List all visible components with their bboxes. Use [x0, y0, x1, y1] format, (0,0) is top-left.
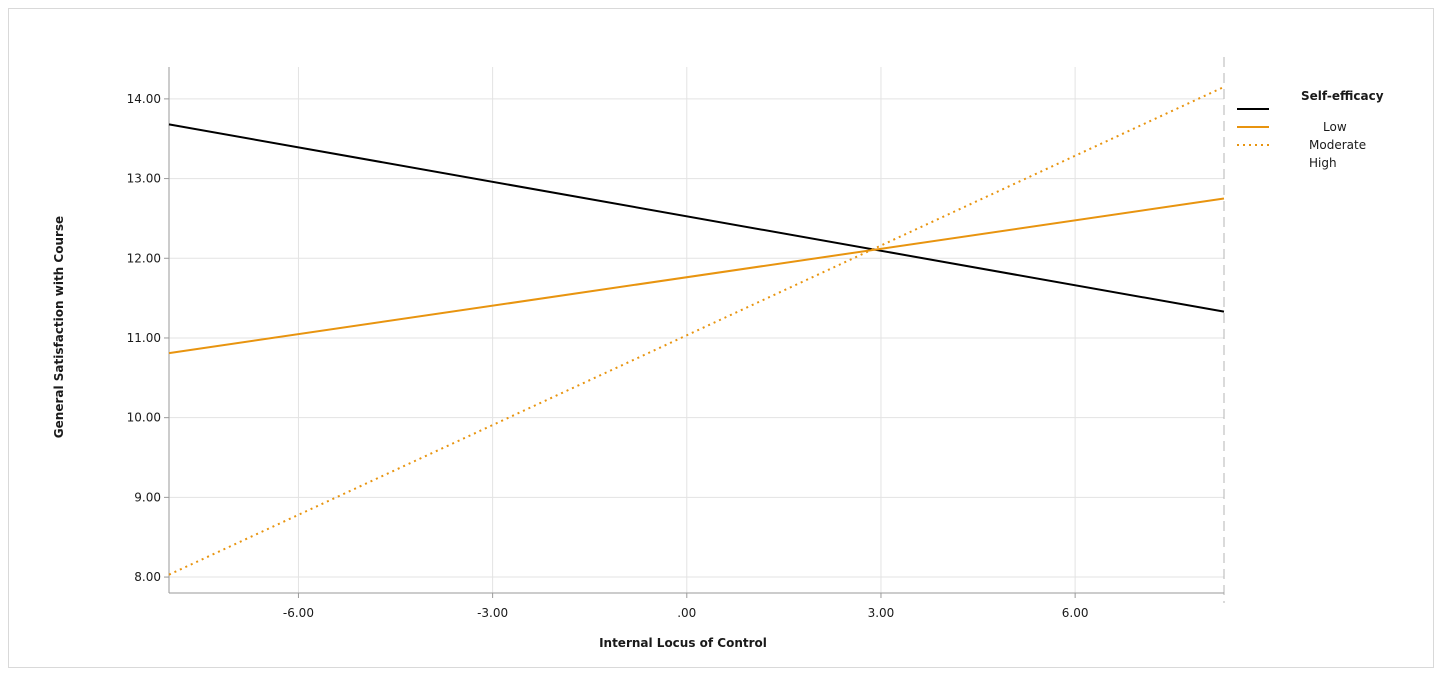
x-tick-label: 6.00	[1062, 606, 1089, 620]
legend-label-moderate: Moderate	[1309, 138, 1366, 152]
grid-layer	[169, 67, 1224, 593]
y-tick-label: 14.00	[127, 92, 161, 106]
x-tick-label: -3.00	[477, 606, 508, 620]
series-layer	[168, 86, 1225, 576]
legend-label-low: Low	[1323, 120, 1347, 134]
y-tick-label: 13.00	[127, 172, 161, 186]
legend-label-high: High	[1309, 156, 1337, 170]
interaction-line-chart: 8.00 9.00 10.00 11.00 12.00 13.00 14.00 -6.00 -3…	[52, 57, 1384, 650]
x-axis-title: Internal Locus of Control	[599, 636, 767, 650]
x-tick-label: .00	[677, 606, 696, 620]
chart-frame: 8.00 9.00 10.00 11.00 12.00 13.00 14.00 -6.00 -3…	[8, 8, 1434, 668]
y-tick-label: 11.00	[127, 331, 161, 345]
tick-label-layer: 8.00 9.00 10.00 11.00 12.00 13.00 14.00 -6.00 -3…	[127, 92, 1089, 620]
y-tick-label: 8.00	[134, 570, 161, 584]
x-tick-label: 3.00	[868, 606, 895, 620]
legend-title: Self-efficacy	[1301, 89, 1384, 103]
x-tick-label: -6.00	[283, 606, 314, 620]
y-tick-label: 9.00	[134, 490, 161, 504]
y-axis-title: General Satisfaction with Course	[52, 216, 66, 438]
series-line-high	[168, 86, 1225, 576]
axis-layer	[164, 67, 1224, 598]
series-line-low	[168, 123, 1225, 313]
legend: Self-efficacy Low Moderate High	[1237, 89, 1384, 170]
series-line-moderate	[168, 197, 1225, 355]
y-tick-label: 12.00	[127, 251, 161, 265]
y-tick-label: 10.00	[127, 411, 161, 425]
